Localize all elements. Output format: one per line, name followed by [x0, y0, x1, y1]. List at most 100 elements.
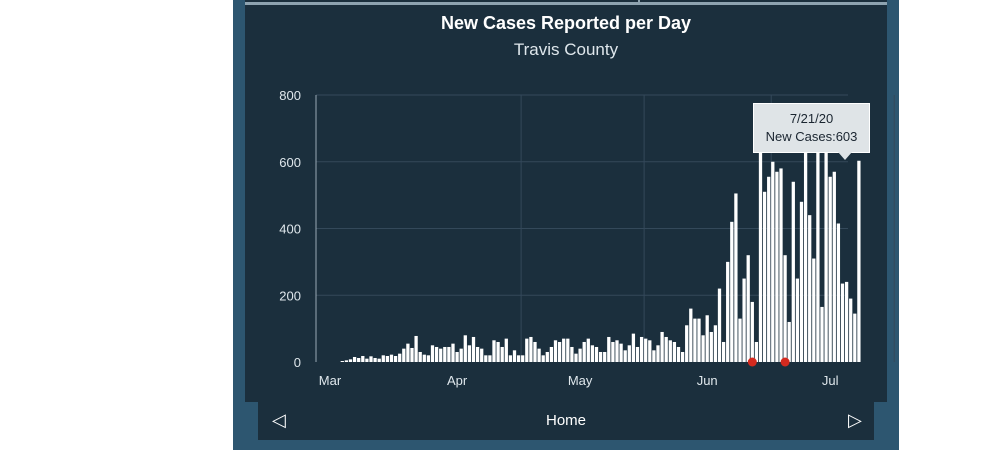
tooltip-value: New Cases:603	[754, 128, 869, 146]
bar	[382, 355, 385, 362]
bar	[706, 315, 709, 362]
bar	[808, 215, 811, 362]
tooltip-pointer	[838, 152, 852, 160]
bar	[410, 348, 413, 362]
bar	[775, 172, 778, 362]
nav-home-label[interactable]: Home	[258, 411, 874, 431]
bar	[648, 340, 651, 362]
tooltip-date: 7/21/20	[754, 110, 869, 128]
bar	[386, 356, 389, 362]
bar	[829, 177, 832, 362]
bar	[480, 349, 483, 362]
y-tick-label: 800	[279, 88, 301, 103]
bar	[677, 347, 680, 362]
bar	[669, 340, 672, 362]
bar	[472, 337, 475, 362]
bar	[361, 356, 364, 362]
bar	[779, 168, 782, 362]
bar	[685, 325, 688, 362]
bar	[824, 138, 827, 362]
bar	[783, 255, 786, 362]
x-tick-label: Jul	[822, 373, 839, 388]
bar	[451, 344, 454, 362]
bar	[734, 193, 737, 362]
bar	[660, 332, 663, 362]
bar	[607, 337, 610, 362]
bar	[542, 355, 545, 362]
bar	[492, 340, 495, 362]
red-marker	[748, 358, 757, 367]
bar	[673, 342, 676, 362]
bar	[501, 347, 504, 362]
bar	[681, 352, 684, 362]
bar	[771, 162, 774, 362]
bar	[742, 279, 745, 362]
bar	[857, 161, 860, 362]
bar	[693, 319, 696, 362]
bar	[341, 361, 344, 362]
bar	[800, 202, 803, 362]
bar	[583, 342, 586, 362]
bar	[820, 307, 823, 362]
bar	[595, 347, 598, 362]
bar	[365, 359, 368, 362]
bar	[599, 352, 602, 362]
bar	[792, 182, 795, 362]
bar	[537, 349, 540, 362]
bar	[628, 345, 631, 362]
bar	[439, 349, 442, 362]
bar	[701, 335, 704, 362]
bar	[468, 345, 471, 362]
bar	[788, 322, 791, 362]
bar	[427, 355, 430, 362]
bar	[513, 350, 516, 362]
red-marker	[781, 358, 790, 367]
bar	[656, 345, 659, 362]
bar	[574, 354, 577, 362]
y-tick-label: 600	[279, 155, 301, 170]
bar	[710, 332, 713, 362]
x-tick-label: Mar	[319, 373, 342, 388]
bar	[521, 355, 524, 362]
bar	[460, 349, 463, 362]
bar	[509, 355, 512, 362]
bar	[345, 360, 348, 362]
bar	[837, 223, 840, 362]
bar	[652, 350, 655, 362]
bar	[841, 284, 844, 362]
bottom-navigation: ◁ Home ▷	[258, 402, 874, 440]
bar	[570, 347, 573, 362]
bar	[714, 325, 717, 362]
bar	[591, 345, 594, 362]
bar	[488, 355, 491, 362]
bar	[578, 349, 581, 362]
bar	[394, 356, 397, 362]
bar	[484, 355, 487, 362]
bar	[615, 340, 618, 362]
bars	[341, 118, 861, 362]
y-tick-label: 400	[279, 222, 301, 237]
bar	[689, 309, 692, 362]
bar	[517, 355, 520, 362]
bar	[738, 319, 741, 362]
bar	[414, 336, 417, 362]
bar	[747, 255, 750, 362]
bar	[697, 319, 700, 362]
bar	[353, 357, 356, 362]
x-tick-label: Apr	[447, 373, 468, 388]
bar	[349, 359, 352, 362]
bar	[373, 358, 376, 362]
x-tick-label: Jun	[697, 373, 718, 388]
bar	[722, 342, 725, 362]
bar	[378, 359, 381, 362]
bar	[640, 337, 643, 362]
bar	[730, 222, 733, 362]
bar	[476, 347, 479, 362]
bar	[812, 259, 815, 362]
bar	[718, 289, 721, 362]
bar	[443, 347, 446, 362]
bar	[767, 177, 770, 362]
bar	[369, 356, 372, 362]
next-arrow-icon[interactable]: ▷	[848, 410, 862, 430]
bar	[357, 358, 360, 362]
